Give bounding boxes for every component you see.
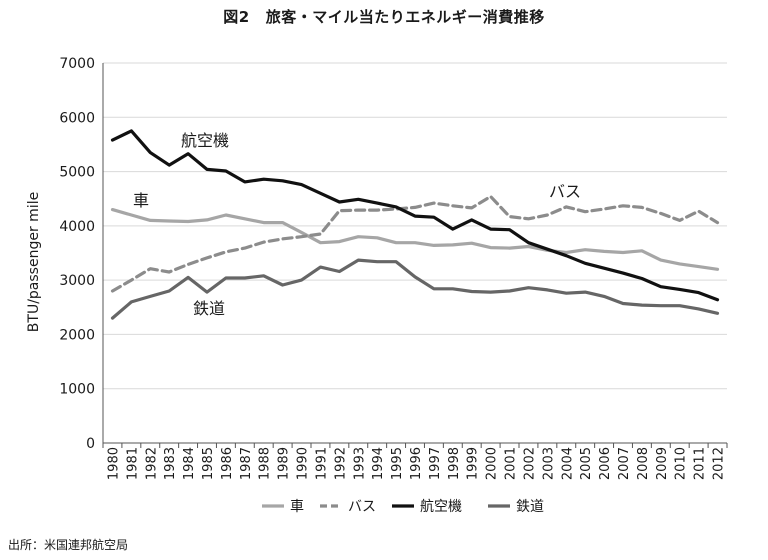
x-tick-label: 1981: [125, 447, 140, 480]
x-tick-label: 2002: [522, 447, 537, 480]
y-tick-label: 4000: [59, 219, 95, 235]
figure-number: 図2: [223, 8, 250, 26]
x-tick-label: 1986: [220, 447, 235, 480]
x-tick-label: 1995: [390, 447, 405, 480]
grid-lines: [103, 62, 727, 390]
y-tick-label: 6000: [59, 110, 95, 126]
y-tick-label: 2000: [59, 327, 95, 343]
x-tick-label: 1993: [352, 447, 367, 480]
legend-item: 航空機: [392, 499, 462, 515]
x-tick-label: 2004: [560, 447, 575, 480]
axes: [102, 63, 728, 448]
x-tick-label: 1989: [277, 447, 292, 480]
y-tick-label: 0: [86, 436, 95, 452]
x-tick-label: 2006: [598, 447, 613, 480]
y-tick-label: 7000: [59, 56, 95, 72]
legend-label: 鉄道: [516, 499, 544, 515]
x-tick-label: 1999: [466, 447, 481, 480]
x-tick-label: 2011: [693, 447, 708, 480]
chart-title: 図2 旅客・マイル当たりエネルギー消費推移: [0, 6, 768, 27]
x-tick-label: 1994: [371, 447, 386, 480]
legend-item: バス: [320, 499, 376, 515]
x-tick-labels: 1980 1981 1982 1983 1984 1985 1986 1987 1988 1989…: [106, 447, 726, 480]
x-tick-label: 1980: [106, 447, 121, 480]
x-tick-label: 1984: [182, 447, 197, 480]
x-tick-label: 1988: [258, 447, 273, 480]
y-tick-labels: 0 1000 2000 3000 4000 5000 6000 7000: [59, 56, 95, 452]
x-tick-label: 2001: [504, 447, 519, 480]
x-tick-label: 1982: [144, 447, 159, 480]
legend-label: 航空機: [420, 499, 462, 515]
legend-item: 鉄道: [488, 499, 544, 515]
series-line: [110, 194, 720, 293]
x-tick-label: 1998: [447, 447, 462, 480]
legend-label: バス: [348, 499, 376, 515]
legend: 車 バス 航空機 鉄道: [262, 498, 544, 515]
y-axis-label: BTU/passenger mile: [26, 192, 42, 332]
legend-item: 車: [262, 498, 304, 515]
figure-title: 旅客・マイル当たりエネルギー消費推移: [265, 8, 545, 26]
x-tick-label: 2000: [485, 447, 500, 480]
series-lines: [110, 129, 720, 320]
x-tick-label: 1985: [201, 447, 216, 480]
series-annotation: 鉄道: [193, 299, 225, 318]
series-line: [110, 258, 720, 320]
y-tick-label: 5000: [59, 165, 95, 181]
series-line: [110, 208, 720, 271]
legend-label: 車: [290, 498, 304, 515]
x-tick-label: 1997: [428, 447, 443, 480]
x-tick-label: 2003: [541, 447, 556, 480]
series-annotation: 航空機: [181, 131, 229, 150]
series-annotation: バス: [549, 182, 581, 201]
y-tick-label: 1000: [59, 382, 95, 398]
x-tick-label: 2005: [579, 447, 594, 480]
x-tick-label: 2007: [617, 447, 632, 480]
source-note: 出所：米国連邦航空局: [8, 538, 129, 552]
x-tick-label: 2012: [712, 447, 727, 480]
y-tick-label: 3000: [59, 273, 95, 289]
series-line: [110, 129, 720, 302]
series-annotation: 車: [133, 191, 149, 210]
x-tick-label: 2009: [655, 447, 670, 480]
x-tick-label: 2010: [674, 447, 689, 480]
x-tick-label: 2008: [636, 447, 651, 480]
x-tick-label: 1992: [333, 447, 348, 480]
x-tick-label: 1991: [314, 447, 329, 480]
x-tick-label: 1990: [296, 447, 311, 480]
x-tick-label: 1983: [163, 447, 178, 480]
x-tick-label: 1987: [239, 447, 254, 480]
x-tick-label: 1996: [409, 447, 424, 480]
